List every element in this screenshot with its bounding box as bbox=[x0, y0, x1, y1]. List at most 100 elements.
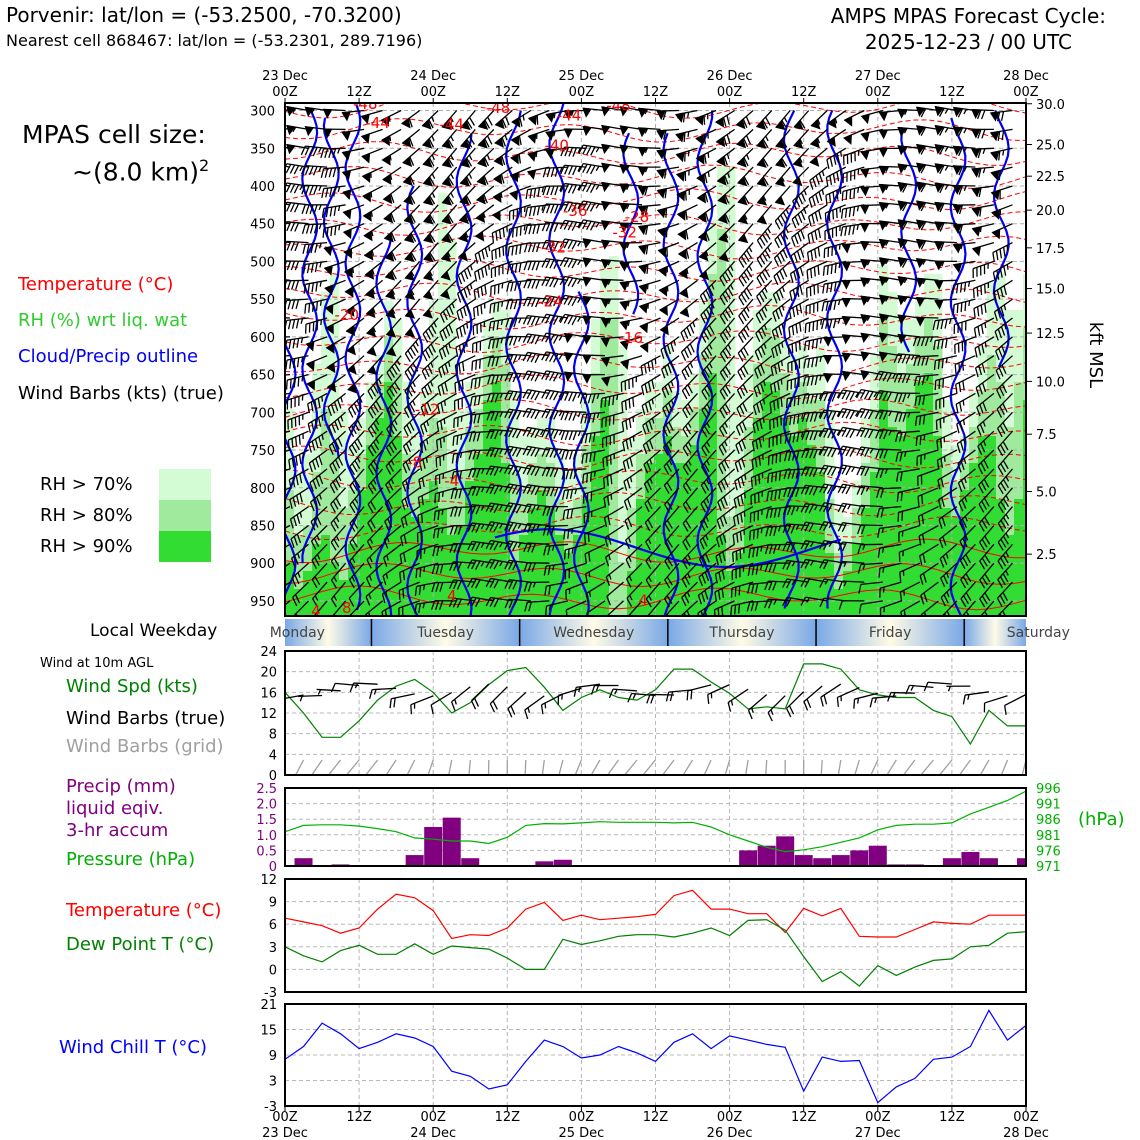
rh-cell bbox=[960, 580, 970, 590]
rh-cell bbox=[861, 580, 871, 590]
rh-cell bbox=[438, 256, 448, 266]
barb-pennant bbox=[382, 193, 393, 205]
barb-flag bbox=[328, 445, 334, 455]
rh-cell bbox=[717, 184, 727, 194]
rh-cell bbox=[420, 589, 430, 599]
rh-cell bbox=[726, 283, 736, 293]
wind-barb bbox=[285, 162, 291, 168]
barb-flag bbox=[332, 148, 337, 158]
rh-cell bbox=[573, 517, 583, 527]
rh-cell bbox=[897, 463, 907, 473]
rh-cell bbox=[924, 427, 934, 437]
barb-flag bbox=[404, 498, 409, 508]
rh-cell bbox=[879, 328, 889, 338]
rh-cell bbox=[744, 391, 754, 401]
rh-cell bbox=[1014, 562, 1024, 572]
rh-cell bbox=[951, 526, 961, 536]
rh-cell bbox=[618, 571, 628, 581]
rh-cell bbox=[897, 364, 907, 374]
rh-cell bbox=[933, 454, 943, 464]
rh-cell bbox=[519, 535, 529, 545]
rh-cell bbox=[672, 544, 682, 554]
rh-cell bbox=[393, 409, 403, 419]
rh-cell bbox=[852, 598, 862, 608]
rh-cell bbox=[618, 607, 628, 616]
barb-flag bbox=[320, 168, 325, 178]
rh-cell bbox=[348, 481, 358, 491]
rh-cell bbox=[933, 328, 943, 338]
rh-cell bbox=[753, 535, 763, 545]
rh-cell bbox=[942, 463, 952, 473]
rh-cell bbox=[492, 400, 502, 410]
rh-cell bbox=[618, 409, 628, 419]
rh-cell bbox=[690, 472, 700, 482]
rh-cell bbox=[420, 499, 430, 509]
rh-cell bbox=[582, 580, 592, 590]
rh-cell bbox=[519, 481, 529, 491]
rh-cell bbox=[627, 535, 637, 545]
rh-cell bbox=[735, 472, 745, 482]
wind-barb bbox=[309, 487, 328, 512]
barb-flag bbox=[391, 403, 398, 413]
rh-cell bbox=[807, 517, 817, 527]
rh-cell bbox=[879, 400, 889, 410]
wind-barb bbox=[292, 581, 309, 607]
rh-cell bbox=[708, 337, 718, 347]
wind-barb bbox=[367, 430, 384, 457]
rh-cell bbox=[690, 589, 700, 599]
wind-barb bbox=[366, 336, 384, 357]
barb-flag bbox=[366, 559, 372, 569]
rh-cell bbox=[600, 328, 610, 338]
rh-cell bbox=[591, 508, 601, 518]
rh-cell bbox=[402, 553, 412, 563]
rh-cell bbox=[978, 508, 988, 518]
rh-cell bbox=[978, 544, 988, 554]
wind-barb bbox=[285, 279, 309, 290]
rh-cell bbox=[375, 409, 385, 419]
rh-cell bbox=[348, 508, 358, 518]
rh-cell bbox=[699, 490, 709, 500]
rh-cell bbox=[492, 364, 502, 374]
rh-cell bbox=[996, 328, 1006, 338]
rh-cell bbox=[618, 553, 628, 563]
rh-cell bbox=[708, 247, 718, 257]
rh-cell bbox=[663, 427, 673, 437]
rh-cell bbox=[573, 535, 583, 545]
wind-barb bbox=[285, 600, 291, 616]
barb-flag bbox=[412, 362, 419, 372]
rh-cell bbox=[600, 391, 610, 401]
rh-cell bbox=[798, 373, 808, 383]
rh-cell bbox=[798, 571, 808, 581]
wind-barb bbox=[367, 392, 384, 419]
barb-pennant bbox=[365, 326, 377, 338]
rh-cell bbox=[663, 598, 673, 608]
rh-cell bbox=[348, 598, 358, 608]
rh-cell bbox=[888, 607, 898, 616]
barb-flag bbox=[268, 278, 272, 287]
rh-cell bbox=[609, 382, 619, 392]
rh-cell bbox=[717, 391, 727, 401]
rh-cell bbox=[393, 562, 403, 572]
barb-pennant bbox=[361, 172, 371, 183]
rh-cell bbox=[897, 373, 907, 383]
rh-cell bbox=[762, 319, 772, 329]
barb-flag bbox=[385, 484, 391, 494]
barb-pennant bbox=[364, 269, 375, 280]
wind-barb bbox=[322, 108, 346, 119]
rh-cell bbox=[933, 373, 943, 383]
rh-cell bbox=[753, 346, 763, 356]
rh-cell bbox=[852, 490, 862, 500]
rh-cell bbox=[681, 517, 691, 527]
barb-flag bbox=[313, 185, 318, 195]
rh-cell bbox=[753, 328, 763, 338]
barb-half bbox=[412, 400, 416, 406]
rh-cell bbox=[1014, 526, 1024, 536]
rh-cell bbox=[429, 418, 439, 428]
rh-cell bbox=[996, 544, 1006, 554]
rh-cell bbox=[636, 526, 646, 536]
barb-flag bbox=[348, 408, 354, 418]
rh-cell bbox=[564, 598, 574, 608]
rh-cell bbox=[708, 319, 718, 329]
rh-cell bbox=[996, 418, 1006, 428]
rh-cell bbox=[636, 499, 646, 509]
